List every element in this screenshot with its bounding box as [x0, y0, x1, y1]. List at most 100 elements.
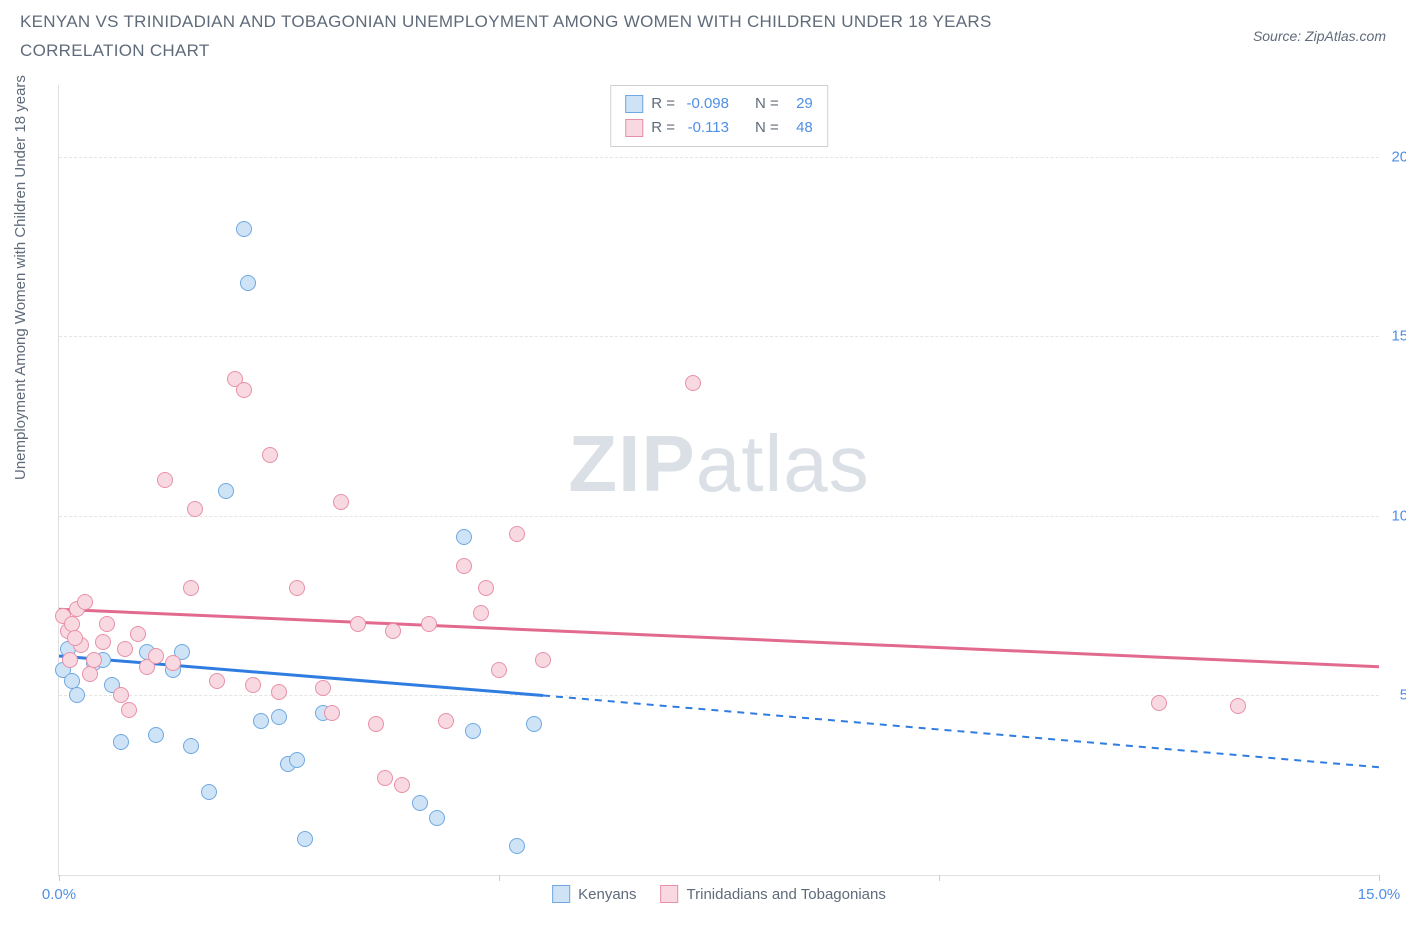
r-label: R = [651, 92, 675, 116]
data-point-trinidadians [99, 616, 115, 632]
r-value: -0.098 [683, 92, 729, 116]
data-point-trinidadians [121, 702, 137, 718]
data-point-trinidadians [148, 648, 164, 664]
data-point-trinidadians [77, 594, 93, 610]
legend-label: Trinidadians and Tobagonians [687, 886, 886, 903]
n-label: N = [755, 116, 779, 140]
x-tick-mark [499, 875, 500, 881]
chart-plot-area: ZIPatlas R = -0.098 N = 29R = -0.113N = 4… [58, 85, 1379, 876]
correlation-row-trinidadians: R = -0.113N = 48 [625, 116, 813, 140]
source-prefix: Source: [1253, 28, 1305, 44]
data-point-kenyans [240, 275, 256, 291]
data-point-trinidadians [236, 382, 252, 398]
data-point-kenyans [148, 727, 164, 743]
data-point-kenyans [113, 734, 129, 750]
data-point-trinidadians [473, 605, 489, 621]
data-point-kenyans [69, 687, 85, 703]
data-point-kenyans [218, 483, 234, 499]
data-point-trinidadians [187, 501, 203, 517]
data-point-trinidadians [1230, 698, 1246, 714]
series-legend: Kenyans Trinidadians and Tobagonians [552, 885, 886, 903]
data-point-trinidadians [333, 494, 349, 510]
n-value: 29 [787, 92, 813, 116]
data-point-kenyans [412, 795, 428, 811]
watermark: ZIPatlas [568, 418, 869, 510]
chart-title: KENYAN VS TRINIDADIAN AND TOBAGONIAN UNE… [20, 8, 1120, 66]
data-point-trinidadians [117, 641, 133, 657]
watermark-bold: ZIP [568, 419, 695, 508]
data-point-trinidadians [315, 680, 331, 696]
y-axis-label: Unemployment Among Women with Children U… [12, 75, 29, 480]
data-point-trinidadians [130, 626, 146, 642]
data-point-trinidadians [368, 716, 384, 732]
data-point-trinidadians [350, 616, 366, 632]
gridline [59, 695, 1379, 696]
data-point-kenyans [465, 723, 481, 739]
data-point-trinidadians [377, 770, 393, 786]
data-point-trinidadians [289, 580, 305, 596]
correlation-legend: R = -0.098 N = 29R = -0.113N = 48 [610, 85, 828, 147]
data-point-kenyans [289, 752, 305, 768]
data-point-kenyans [236, 221, 252, 237]
data-point-trinidadians [245, 677, 261, 693]
y-tick-label: 20.0% [1391, 148, 1406, 165]
data-point-trinidadians [478, 580, 494, 596]
data-point-trinidadians [535, 652, 551, 668]
legend-label: Kenyans [578, 886, 636, 903]
n-label: N = [755, 92, 779, 116]
data-point-trinidadians [95, 634, 111, 650]
n-value: 48 [787, 116, 813, 140]
data-point-trinidadians [385, 623, 401, 639]
trend-overlay [59, 85, 1379, 875]
data-point-kenyans [509, 838, 525, 854]
legend-swatch-trinidadians [625, 119, 643, 137]
correlation-row-kenyans: R = -0.098 N = 29 [625, 92, 813, 116]
data-point-trinidadians [262, 447, 278, 463]
source-name: ZipAtlas.com [1305, 28, 1386, 44]
x-tick-mark [939, 875, 940, 881]
data-point-trinidadians [394, 777, 410, 793]
y-tick-label: 5.0% [1400, 687, 1406, 704]
data-point-kenyans [201, 784, 217, 800]
data-point-trinidadians [157, 472, 173, 488]
data-point-trinidadians [113, 687, 129, 703]
y-tick-label: 15.0% [1391, 328, 1406, 345]
y-tick-label: 10.0% [1391, 507, 1406, 524]
legend-swatch-kenyans [625, 95, 643, 113]
legend-swatch-trinidadians [661, 885, 679, 903]
data-point-trinidadians [491, 662, 507, 678]
gridline [59, 336, 1379, 337]
data-point-trinidadians [421, 616, 437, 632]
legend-item-trinidadians: Trinidadians and Tobagonians [661, 885, 886, 903]
gridline [59, 516, 1379, 517]
data-point-trinidadians [67, 630, 83, 646]
data-point-kenyans [271, 709, 287, 725]
data-point-trinidadians [86, 652, 102, 668]
data-point-trinidadians [82, 666, 98, 682]
data-point-kenyans [456, 529, 472, 545]
header-row: KENYAN VS TRINIDADIAN AND TOBAGONIAN UNE… [0, 0, 1406, 66]
data-point-trinidadians [183, 580, 199, 596]
data-point-kenyans [183, 738, 199, 754]
data-point-trinidadians [62, 652, 78, 668]
x-tick-label: 0.0% [42, 886, 76, 903]
x-tick-mark [1379, 875, 1380, 881]
trend-line-kenyans [59, 656, 543, 696]
data-point-trinidadians [165, 655, 181, 671]
watermark-rest: atlas [696, 419, 870, 508]
data-point-kenyans [297, 831, 313, 847]
data-point-trinidadians [509, 526, 525, 542]
source-credit: Source: ZipAtlas.com [1253, 28, 1386, 44]
data-point-trinidadians [324, 705, 340, 721]
x-tick-label: 15.0% [1358, 886, 1401, 903]
data-point-trinidadians [1151, 695, 1167, 711]
data-point-kenyans [253, 713, 269, 729]
x-tick-mark [59, 875, 60, 881]
data-point-kenyans [526, 716, 542, 732]
data-point-trinidadians [685, 375, 701, 391]
data-point-kenyans [429, 810, 445, 826]
trend-line-dashed-kenyans [543, 695, 1379, 767]
trend-line-trinidadians [59, 609, 1379, 666]
legend-swatch-kenyans [552, 885, 570, 903]
gridline [59, 157, 1379, 158]
